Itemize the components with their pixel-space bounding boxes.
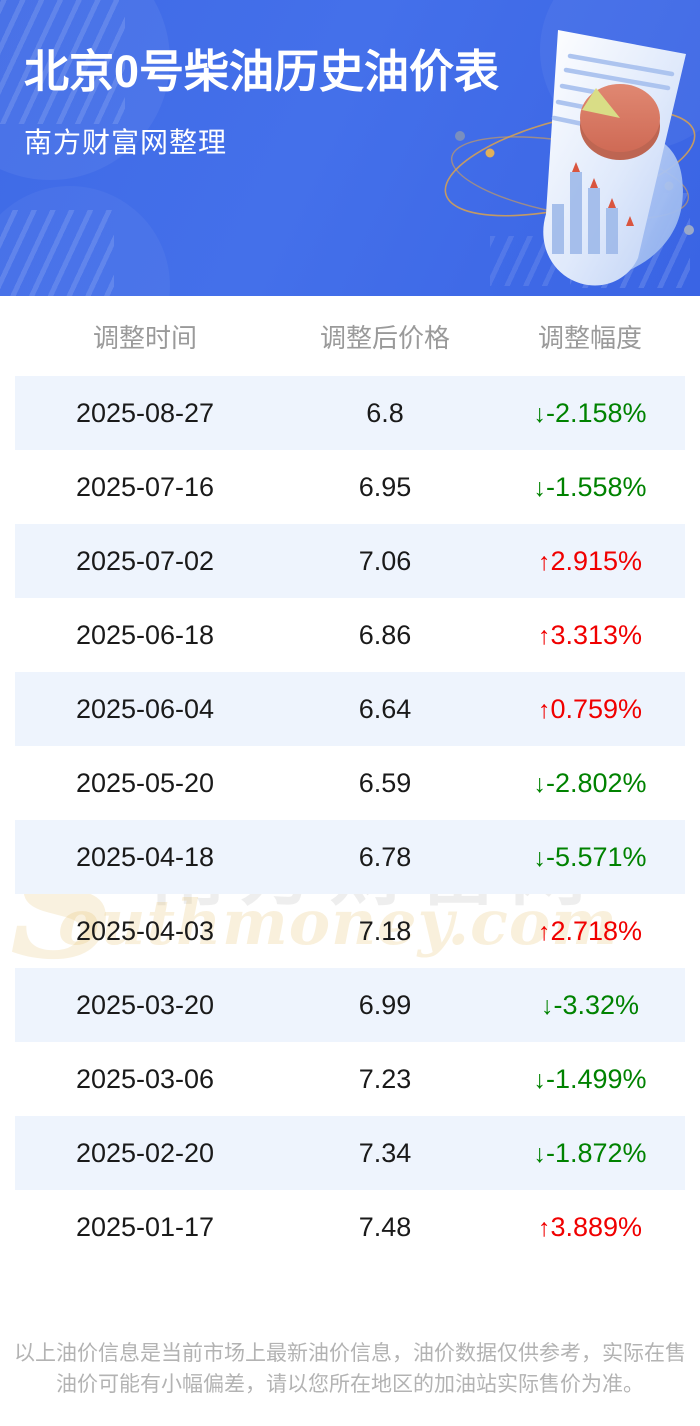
cell-price: 6.78	[358, 841, 412, 872]
cell-change: ↑2.915%	[480, 546, 700, 577]
cell-date: 2025-06-04	[75, 693, 215, 724]
cell-price: 6.99	[358, 989, 412, 1020]
table-row[interactable]: 2025-08-27 6.8 ↓-2.158%	[0, 376, 700, 450]
table-row[interactable]: 2025-03-20 6.99 ↓-3.32%	[0, 968, 700, 1042]
table-header-row: 调整时间 调整后价格 调整幅度	[0, 296, 700, 376]
arrow-up-icon: ↑	[537, 695, 551, 724]
arrow-down-icon: ↓	[533, 399, 546, 428]
cell-date: 2025-03-06	[75, 1063, 215, 1094]
column-header-change: 调整幅度	[537, 322, 642, 353]
cell-price: 6.86	[358, 619, 412, 650]
change-value: -1.558%	[545, 471, 647, 502]
cell-date: 2025-08-27	[75, 397, 215, 428]
table-row[interactable]: 2025-04-18 6.78 ↓-5.571%	[0, 820, 700, 894]
cell-change: ↓-3.32%	[480, 990, 700, 1021]
table-row[interactable]: 2025-02-20 7.34 ↓-1.872%	[0, 1116, 700, 1190]
disclaimer-note: 以上油价信息是当前市场上最新油价信息，油价数据仅供参考，实际在售油价可能有小幅偏…	[14, 1342, 686, 1396]
column-header-date: 调整时间	[92, 322, 197, 353]
cell-price: 6.59	[358, 767, 412, 798]
change-value: 3.313%	[550, 619, 643, 650]
cell-change: ↑0.759%	[480, 694, 700, 725]
table-row[interactable]: 2025-06-18 6.86 ↑3.313%	[0, 598, 700, 672]
cell-price: 7.18	[358, 915, 412, 946]
change-value: -1.872%	[545, 1137, 647, 1168]
cell-date: 2025-07-02	[75, 545, 215, 576]
arrow-down-icon: ↓	[533, 769, 546, 798]
change-value: -3.32%	[553, 989, 640, 1020]
change-value: 3.889%	[550, 1211, 643, 1242]
table-row[interactable]: 2025-01-17 7.48 ↑3.889%	[0, 1190, 700, 1264]
banner-blob-bottom-left	[0, 186, 170, 296]
cell-change: ↓-2.158%	[480, 398, 700, 429]
arrow-up-icon: ↑	[537, 621, 551, 650]
oil-price-history-table: 调整时间 调整后价格 调整幅度 2025-08-27 6.8 ↓-2.158% 202…	[0, 296, 700, 1264]
change-value: 0.759%	[550, 693, 643, 724]
cell-change: ↓-1.558%	[480, 472, 700, 503]
cell-change: ↓-2.802%	[480, 768, 700, 799]
table-row[interactable]: 2025-05-20 6.59 ↓-2.802%	[0, 746, 700, 820]
arrow-down-icon: ↓	[533, 1139, 546, 1168]
arrow-up-icon: ↑	[537, 547, 551, 576]
arrow-down-icon: ↓	[540, 991, 554, 1020]
report-illustration-icon	[444, 30, 696, 286]
cell-change: ↓-1.872%	[480, 1138, 700, 1169]
page-banner: 北京0号柴油历史油价表 南方财富网整理	[0, 0, 700, 296]
cell-price: 6.8	[366, 397, 404, 428]
table-row[interactable]: 2025-07-16 6.95 ↓-1.558%	[0, 450, 700, 524]
cell-price: 6.95	[358, 471, 412, 502]
table-row[interactable]: 2025-03-06 7.23 ↓-1.499%	[0, 1042, 700, 1116]
arrow-down-icon: ↓	[533, 473, 546, 502]
cell-date: 2025-05-20	[75, 767, 215, 798]
table-row[interactable]: 2025-04-03 7.18 ↑2.718%	[0, 894, 700, 968]
column-header-price: 调整后价格	[319, 322, 450, 353]
cell-date: 2025-04-18	[75, 841, 215, 872]
cell-price: 7.06	[358, 545, 412, 576]
change-value: -2.802%	[545, 767, 647, 798]
cell-change: ↑3.889%	[480, 1212, 700, 1243]
table-body: 2025-08-27 6.8 ↓-2.158% 2025-07-16 6.95 ↓-1.5…	[0, 376, 700, 1264]
cell-change: ↑2.718%	[480, 916, 700, 947]
change-value: 2.915%	[550, 545, 643, 576]
change-value: -5.571%	[545, 841, 647, 872]
banner-stripes-bottom-left	[0, 210, 114, 296]
cell-change: ↓-1.499%	[480, 1064, 700, 1095]
table-row[interactable]: 2025-07-02 7.06 ↑2.915%	[0, 524, 700, 598]
arrow-up-icon: ↑	[537, 917, 551, 946]
cell-date: 2025-07-16	[75, 471, 215, 502]
cell-price: 7.48	[358, 1211, 412, 1242]
page-title: 北京0号柴油历史油价表	[24, 46, 500, 97]
page-subtitle: 南方财富网整理	[24, 126, 228, 158]
cell-date: 2025-01-17	[75, 1211, 215, 1242]
cell-price: 7.23	[358, 1063, 412, 1094]
table-row[interactable]: 2025-06-04 6.64 ↑0.759%	[0, 672, 700, 746]
cell-date: 2025-03-20	[75, 989, 215, 1020]
cell-change: ↓-5.571%	[480, 842, 700, 873]
cell-price: 7.34	[358, 1137, 412, 1168]
change-value: 2.718%	[550, 915, 643, 946]
cell-date: 2025-04-03	[75, 915, 215, 946]
arrow-down-icon: ↓	[533, 843, 546, 872]
change-value: -2.158%	[545, 397, 647, 428]
banner-text-block: 北京0号柴油历史油价表 南方财富网整理	[24, 48, 499, 159]
cell-price: 6.64	[358, 693, 412, 724]
arrow-down-icon: ↓	[533, 1065, 546, 1094]
cell-date: 2025-06-18	[75, 619, 215, 650]
cell-date: 2025-02-20	[75, 1137, 215, 1168]
cell-change: ↑3.313%	[480, 620, 700, 651]
change-value: -1.499%	[545, 1063, 647, 1094]
arrow-up-icon: ↑	[537, 1213, 551, 1242]
